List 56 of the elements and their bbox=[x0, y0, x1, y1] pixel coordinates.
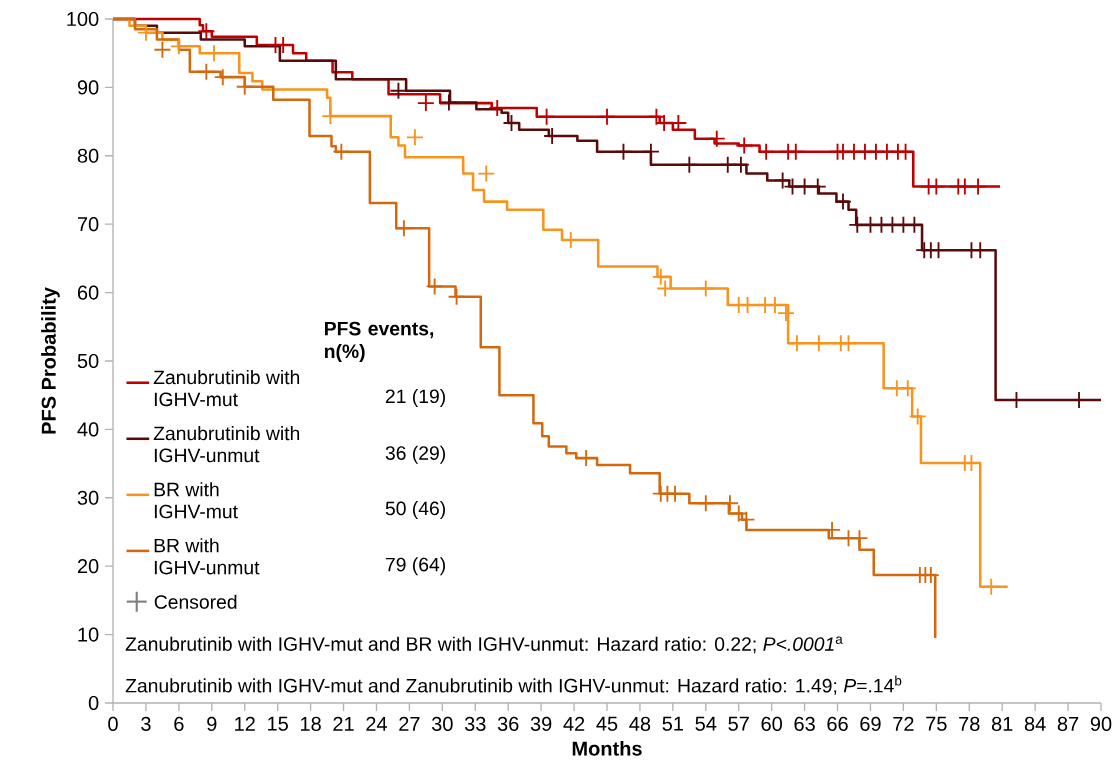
x-tick-label: 9 bbox=[207, 716, 217, 731]
y-axis-title: PFS Probability bbox=[41, 287, 60, 434]
annotation: 36 (29) bbox=[385, 445, 445, 464]
x-tick-label: 54 bbox=[695, 716, 717, 731]
x-tick-label: 87 bbox=[1057, 716, 1079, 731]
annotation: 21 (19) bbox=[385, 388, 445, 407]
x-tick-label: 27 bbox=[399, 716, 420, 731]
y-tick-label: 60 bbox=[77, 285, 99, 300]
x-tick-label: 21 bbox=[333, 716, 354, 731]
x-tick-label: 72 bbox=[893, 716, 914, 731]
x-tick-label: 60 bbox=[761, 716, 782, 731]
annotation: Zanubrutinib with IGHV-mut and Zanubrutinib with IGHV-unmut: Hazard ratio: 1.49; P=.14$^{b}$ bbox=[125, 675, 902, 695]
x-tick-label: 63 bbox=[794, 716, 815, 731]
x-tick-label: 0 bbox=[108, 716, 118, 731]
x-tick-label: 12 bbox=[235, 716, 255, 731]
annotation: Zanubrutinib with IGHV-mut and BR with IGHV-unmut: Hazard ratio: 0.22; P<.0001$^{a}$ bbox=[125, 636, 843, 654]
annotation: 50 (46) bbox=[385, 501, 445, 520]
x-tick-label: 24 bbox=[366, 716, 388, 731]
x-tick-label: 15 bbox=[268, 716, 288, 731]
x-tick-label: 42 bbox=[563, 716, 585, 731]
legend-label: Zanubrutinib with IGHV-mut bbox=[153, 370, 300, 407]
x-tick-label: 39 bbox=[530, 716, 552, 731]
x-tick-label: 18 bbox=[301, 716, 321, 731]
x-tick-label: 36 bbox=[497, 716, 519, 731]
x-tick-label: 33 bbox=[464, 716, 486, 731]
x-tick-label: 45 bbox=[596, 716, 618, 731]
y-tick-label: 10 bbox=[78, 627, 99, 642]
y-tick-label: 50 bbox=[77, 353, 99, 369]
y-tick-label: 0 bbox=[88, 695, 99, 711]
x-tick-label: 78 bbox=[959, 716, 980, 731]
x-tick-label: 48 bbox=[629, 716, 651, 731]
y-tick-label: 20 bbox=[77, 559, 99, 574]
annotation: PFS events, n(%) bbox=[324, 321, 434, 362]
y-tick-label: 80 bbox=[77, 148, 99, 163]
x-tick-label: 6 bbox=[174, 716, 184, 731]
y-tick-label: 40 bbox=[77, 422, 99, 437]
x-tick-label: 66 bbox=[827, 716, 848, 731]
annotation: Censored bbox=[154, 594, 237, 609]
y-tick-label: 100 bbox=[67, 11, 99, 27]
x-tick-label: 75 bbox=[926, 716, 947, 731]
y-tick-label: 90 bbox=[77, 80, 99, 95]
x-tick-label: 81 bbox=[991, 716, 1013, 731]
x-tick-label: 51 bbox=[662, 716, 683, 731]
legend-label: BR with IGHV-mut bbox=[154, 482, 238, 519]
legend-label: Zanubrutinib with IGHV-unmut bbox=[153, 426, 300, 463]
legend-label: BR with IGHV-unmut bbox=[154, 538, 260, 575]
x-tick-label: 30 bbox=[431, 716, 453, 731]
x-axis-title: Months bbox=[572, 741, 642, 756]
annotation: 79 (64) bbox=[385, 557, 445, 576]
x-tick-label: 90 bbox=[1090, 716, 1112, 731]
y-tick-label: 30 bbox=[77, 490, 99, 505]
x-tick-label: 57 bbox=[728, 716, 749, 731]
x-tick-label: 84 bbox=[1024, 716, 1046, 731]
y-tick-label: 70 bbox=[77, 217, 99, 232]
x-tick-label: 3 bbox=[141, 716, 151, 731]
x-tick-label: 69 bbox=[860, 716, 881, 731]
